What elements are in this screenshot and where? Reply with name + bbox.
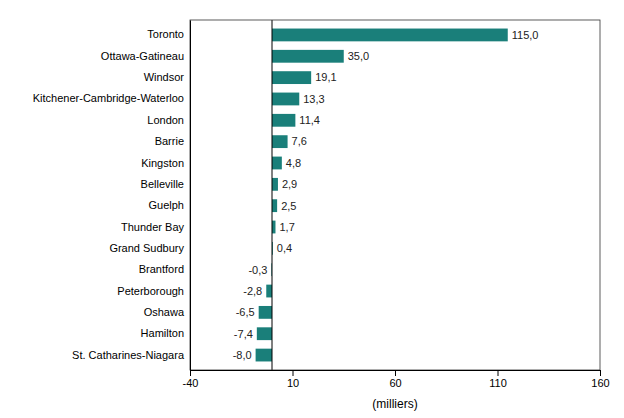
y-tick-label: Windsor [144, 71, 185, 83]
chart-svg: -40 10 60 110 160 St. Catharines-Niagara Hamil… [0, 0, 624, 418]
bar [272, 114, 295, 127]
x-axis-line [191, 371, 601, 377]
data-label: -7,4 [234, 328, 253, 340]
bar [272, 135, 288, 148]
data-label: 115,0 [512, 29, 539, 41]
data-label: 0,4 [277, 242, 292, 254]
y-tick-label: St. Catharines-Niagara [72, 349, 185, 361]
y-tick-label: Kingston [141, 157, 184, 169]
bar [272, 157, 282, 170]
x-tick-mark [498, 370, 499, 376]
x-tick: 10 [287, 370, 299, 389]
bars [256, 20, 508, 370]
data-label: 13,3 [303, 93, 324, 105]
data-label: 11,4 [299, 114, 320, 126]
bar [272, 29, 508, 42]
y-tick: Windsor [144, 71, 185, 83]
y-tick: Thunder Bay [121, 221, 184, 233]
y-tick: St. Catharines-Niagara [72, 349, 185, 361]
y-tick: Oshawa [144, 306, 185, 318]
bar [272, 93, 299, 106]
bar [272, 50, 344, 63]
y-tick: Kingston [141, 157, 184, 169]
x-tick-label: 160 [591, 377, 609, 389]
y-tick-label: Brantford [139, 263, 184, 275]
data-labels: -8,0 -7,4 -6,5 -2,8 -0,3 0,4 1,7 2,5 2,9 4,8 7,6 11… [233, 29, 539, 361]
y-tick: Kitchener-Cambridge-Waterloo [33, 92, 184, 104]
y-tick-label: Guelph [149, 199, 184, 211]
x-tick-mark [190, 370, 191, 376]
zero-line [272, 20, 273, 370]
x-tick: 160 [591, 370, 609, 389]
bar [266, 285, 272, 298]
y-tick: Belleville [141, 178, 184, 190]
bar [272, 178, 278, 191]
bar [272, 221, 275, 234]
data-label: -8,0 [233, 349, 252, 361]
y-tick: London [147, 114, 184, 126]
y-tick-label: Toronto [147, 28, 184, 40]
x-tick-mark [600, 370, 601, 376]
y-tick-label: Thunder Bay [121, 221, 184, 233]
y-tick-label: Oshawa [144, 306, 185, 318]
x-tick-label: 10 [287, 377, 299, 389]
plot: -40 10 60 110 160 St. Catharines-Niagara Hamil… [33, 20, 610, 389]
y-tick-label: London [147, 114, 184, 126]
y-tick: Brantford [139, 263, 184, 275]
y-tick: Guelph [149, 199, 184, 211]
data-label: -6,5 [236, 306, 255, 318]
bar [272, 199, 277, 212]
x-tick: 110 [489, 370, 507, 389]
x-tick: 60 [389, 370, 401, 389]
data-label: 7,6 [292, 135, 307, 147]
y-tick: Barrie [155, 135, 184, 147]
y-tick: Toronto [147, 28, 184, 40]
data-label: 4,8 [286, 157, 301, 169]
x-tick-label: 110 [489, 377, 507, 389]
x-tick-mark [395, 370, 396, 376]
y-tick-label: Hamilton [141, 327, 184, 339]
y-tick: Grand Sudbury [109, 242, 184, 254]
bar [256, 349, 272, 362]
bar [272, 71, 311, 84]
y-tick-label: Kitchener-Cambridge-Waterloo [33, 92, 184, 104]
data-label: -0,3 [248, 264, 267, 276]
x-axis: -40 10 60 110 160 [183, 370, 610, 389]
bar [259, 306, 272, 319]
bar [257, 327, 272, 340]
x-axis-title: (milliers) [372, 397, 417, 411]
plot-frame [190, 20, 600, 370]
y-tick-label: Peterborough [117, 285, 184, 297]
data-label: 35,0 [348, 50, 369, 62]
chart-container: -40 10 60 110 160 St. Catharines-Niagara Hamil… [0, 0, 624, 418]
y-tick-label: Belleville [141, 178, 184, 190]
data-label: -2,8 [243, 285, 262, 297]
data-label: 1,7 [279, 221, 294, 233]
x-tick: -40 [183, 370, 199, 389]
y-tick-label: Ottawa-Gatineau [101, 50, 184, 62]
y-tick-label: Barrie [155, 135, 184, 147]
y-tick: Ottawa-Gatineau [101, 50, 184, 62]
x-tick-label: -40 [183, 377, 199, 389]
data-label: 19,1 [315, 71, 336, 83]
x-tick-mark [293, 370, 294, 376]
y-tick: Peterborough [117, 285, 184, 297]
y-axis-line [190, 21, 191, 371]
data-label: 2,5 [281, 200, 296, 212]
x-tick-label: 60 [389, 377, 401, 389]
y-tick: Hamilton [141, 327, 184, 339]
y-tick-label: Grand Sudbury [109, 242, 184, 254]
data-label: 2,9 [282, 178, 297, 190]
y-axis: St. Catharines-Niagara Hamilton Oshawa Pete… [33, 21, 191, 371]
